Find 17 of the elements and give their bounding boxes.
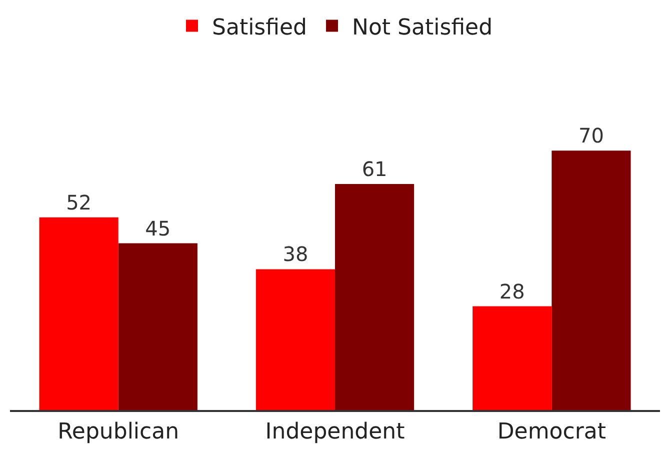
x-tick-label: Republican [58,419,180,444]
data-label: 70 [578,124,604,148]
bar [472,306,552,410]
data-label: 61 [362,157,388,181]
data-label: 38 [282,242,308,266]
data-label: 28 [499,279,525,304]
bar [335,184,414,410]
data-label: 52 [66,190,92,214]
bar [118,243,198,410]
x-tick-label: Independent [265,419,406,444]
bar [552,150,631,410]
legend-label: Not Satisfied [352,15,493,40]
bar [256,269,335,410]
bar [39,217,118,410]
data-label: 45 [145,216,171,240]
x-tick-label: Democrat [497,419,606,444]
legend-label: Satisfied [212,15,308,40]
